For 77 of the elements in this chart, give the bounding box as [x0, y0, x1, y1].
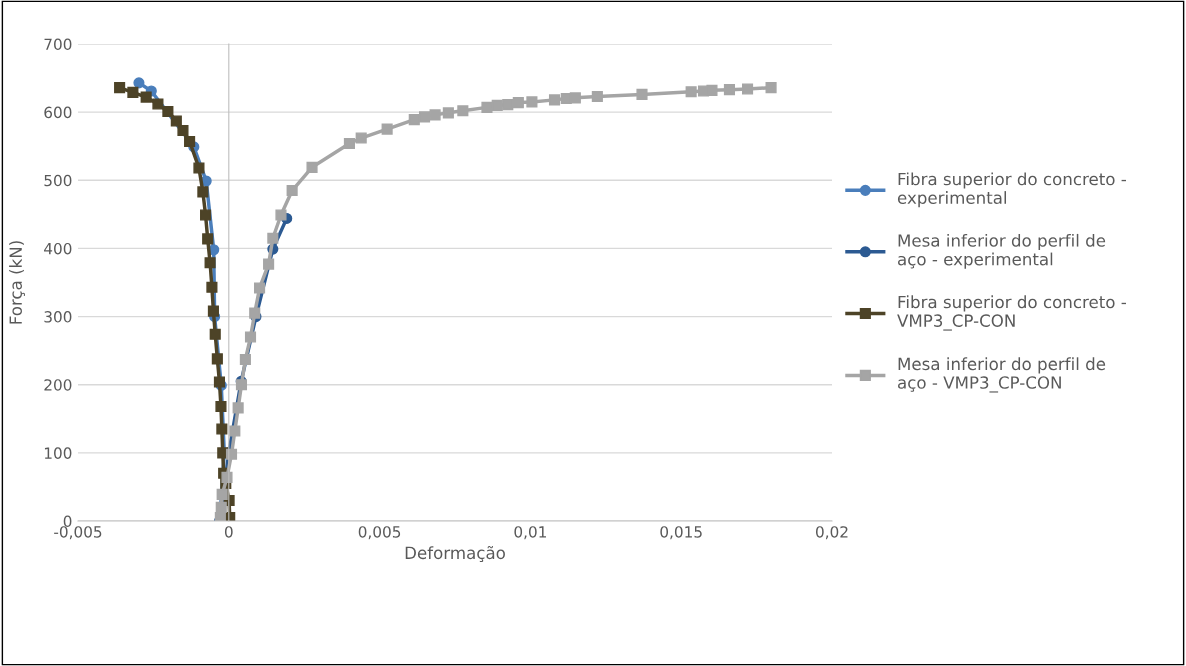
point — [442, 107, 454, 119]
legend-label: Fibra superior do concreto - VMP3_CP-CON — [897, 295, 1126, 331]
point — [254, 282, 266, 294]
point — [206, 281, 218, 293]
point — [232, 402, 244, 414]
y-tick-label: 200 — [44, 379, 72, 391]
legend-label: Fibra superior do concreto - experimental — [897, 172, 1126, 208]
point — [263, 258, 275, 270]
point — [152, 98, 164, 110]
point — [741, 83, 754, 95]
point — [569, 92, 581, 104]
y-tick-label: 600 — [44, 106, 72, 119]
point — [636, 88, 648, 100]
point — [215, 400, 227, 413]
point — [244, 331, 257, 343]
point — [133, 77, 145, 89]
point — [229, 425, 241, 437]
point — [355, 132, 367, 144]
point — [204, 257, 216, 269]
point — [162, 105, 174, 118]
point — [512, 97, 524, 109]
point — [216, 423, 228, 435]
point — [184, 135, 196, 148]
y-tick-label: 400 — [44, 242, 72, 255]
point — [685, 86, 697, 98]
point — [177, 124, 189, 137]
x-tick-label: 0,005 — [358, 526, 401, 540]
point — [114, 82, 126, 94]
point — [127, 86, 139, 98]
point — [591, 90, 603, 103]
point — [765, 82, 777, 94]
point — [491, 99, 503, 111]
point — [209, 328, 221, 340]
y-tick-label: 0 — [63, 515, 72, 528]
point — [193, 162, 205, 174]
point — [140, 91, 152, 103]
point — [306, 161, 318, 173]
point — [502, 99, 514, 111]
point — [548, 94, 561, 106]
legend-label: Mesa inferior do perfil de aço - experimental — [898, 233, 1106, 269]
y-tick-label: 500 — [44, 174, 72, 187]
point — [429, 109, 441, 121]
point — [200, 209, 212, 221]
point — [457, 105, 469, 117]
point — [197, 186, 209, 198]
x-tick-label: 0 — [224, 526, 233, 538]
point — [249, 307, 261, 319]
point — [239, 353, 251, 366]
point — [207, 305, 219, 317]
point — [267, 232, 279, 244]
point — [216, 488, 228, 500]
x-axis-title: Deformação — [405, 545, 505, 563]
point — [343, 137, 355, 150]
point — [202, 233, 214, 245]
point — [221, 471, 233, 483]
point — [706, 84, 718, 96]
y-axis-title: Força (kN) — [9, 241, 25, 324]
point — [481, 101, 493, 113]
point — [235, 379, 248, 391]
point — [286, 184, 298, 197]
legend-label: Mesa inferior do perfil de aço - VMP3_CP-CON — [898, 357, 1106, 393]
y-tick-label: 100 — [44, 447, 72, 459]
point — [211, 353, 223, 365]
x-tick-label: 0,01 — [514, 526, 546, 540]
x-tick-label: 0,02 — [816, 526, 848, 540]
point — [408, 114, 420, 126]
y-tick-label: 700 — [44, 38, 72, 51]
point — [418, 111, 431, 123]
point — [275, 209, 287, 221]
y-tick-label: 300 — [44, 311, 72, 323]
x-tick-label: -0,005 — [54, 526, 102, 540]
point — [170, 115, 182, 127]
point — [526, 96, 538, 108]
point — [215, 501, 227, 513]
x-tick-label: 0,015 — [660, 526, 702, 540]
point — [381, 123, 393, 135]
point — [723, 84, 736, 96]
